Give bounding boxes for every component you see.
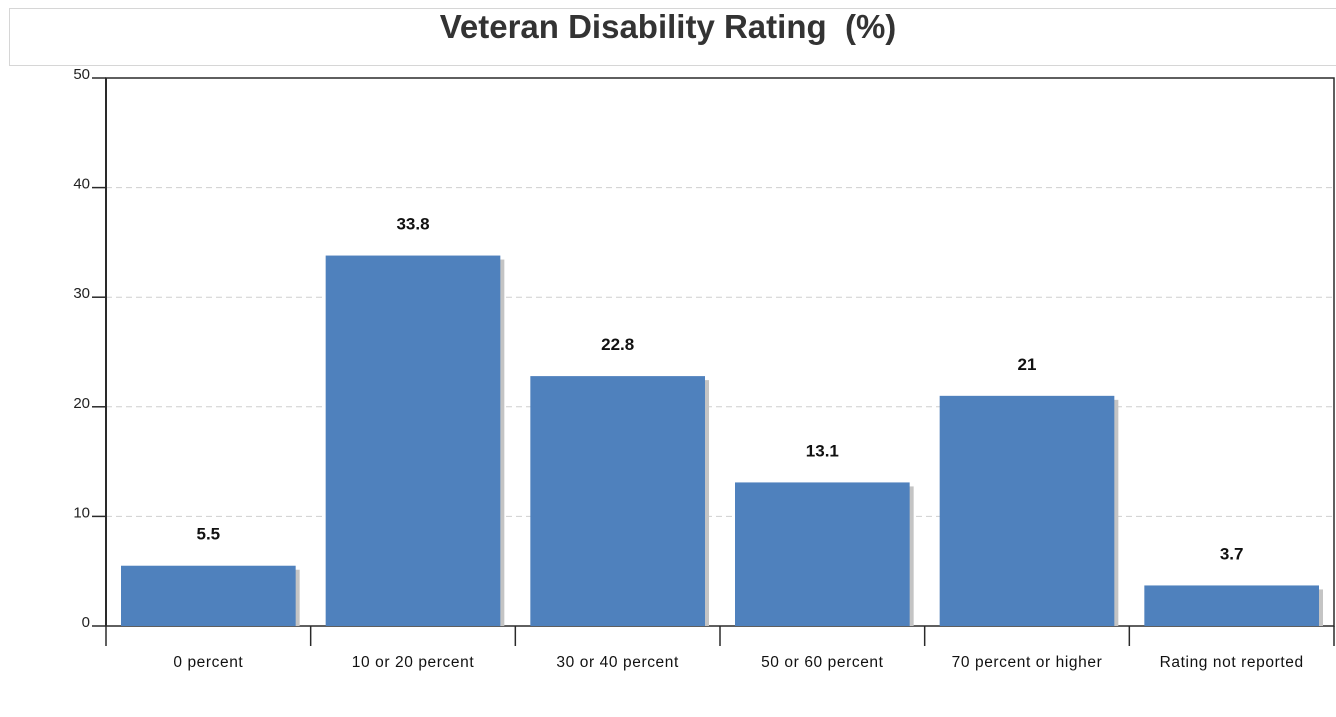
data-labels: 5.5 33.8 22.8 13.1 21 3.7 <box>197 215 1244 564</box>
category-label: 30 or 40 percent <box>556 654 679 671</box>
chart-title-box <box>9 8 1336 66</box>
plot-frame <box>105 77 1335 627</box>
bars <box>121 255 1323 626</box>
gridlines <box>106 187 1334 517</box>
category-label: Rating not reported <box>1160 654 1304 671</box>
y-tick-label: 50 <box>73 66 90 83</box>
bar <box>121 565 296 626</box>
data-label: 3.7 <box>1220 544 1244 563</box>
data-label: 13.1 <box>806 441 839 460</box>
y-axis: 0 10 20 30 40 50 <box>73 66 107 631</box>
bar <box>325 255 501 626</box>
chart-title: Veteran Disability Rating (%) <box>439 8 897 45</box>
category-label: 70 percent or higher <box>952 654 1103 671</box>
y-tick-label: 10 <box>73 504 90 521</box>
category-label: 50 or 60 percent <box>761 654 884 671</box>
data-label: 5.5 <box>197 525 221 544</box>
bar <box>530 376 705 626</box>
bar <box>735 482 910 626</box>
data-label: 33.8 <box>396 215 429 234</box>
bar <box>1144 585 1319 626</box>
y-tick-label: 20 <box>73 395 90 412</box>
y-tick-label: 0 <box>82 614 90 631</box>
bar <box>939 395 1115 626</box>
data-label: 22.8 <box>601 335 634 354</box>
data-label: 21 <box>1018 355 1037 374</box>
y-tick-label: 40 <box>73 176 90 193</box>
category-label: 0 percent <box>173 654 243 671</box>
category-label: 10 or 20 percent <box>352 654 475 671</box>
y-tick-label: 30 <box>73 285 90 302</box>
x-axis: 0 percent 10 or 20 percent 30 or 40 percen… <box>105 626 1335 671</box>
